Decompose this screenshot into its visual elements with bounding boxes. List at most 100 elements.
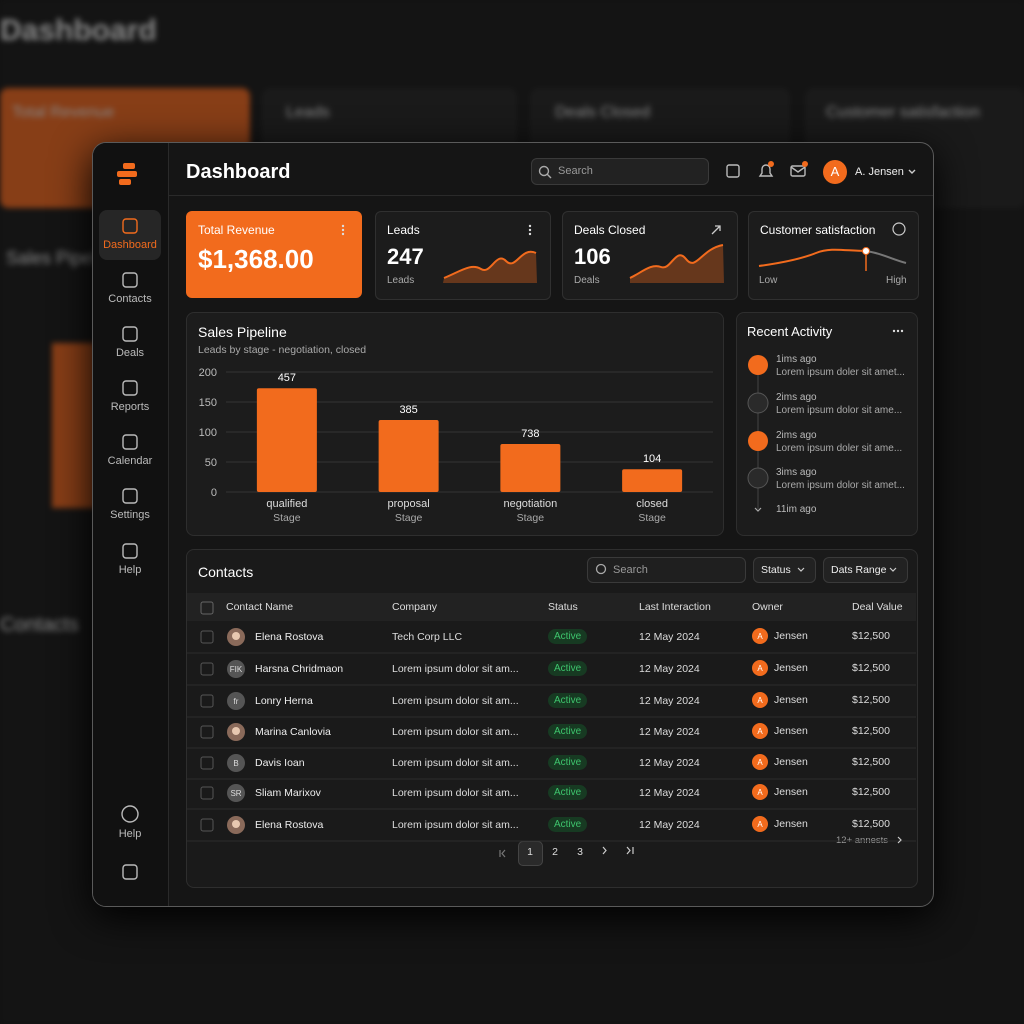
contact-name: Marina Canlovia [255,726,331,738]
filter-label: Dats Range [831,564,887,576]
kpi-value: 106 [574,244,611,269]
header-divider [168,195,933,196]
column-header: Contact Name [226,601,294,613]
nav-label[interactable]: Reports [110,401,150,413]
page-number[interactable]: 1 [527,846,533,858]
activity-time: 11im ago [776,504,817,515]
company: Lorem ipsum dolor sit am... [392,663,519,675]
contact-name: Sliam Marixov [255,787,321,799]
kpi-title: Leads [387,223,420,237]
nav-label[interactable]: Dashboard [103,239,157,251]
logo [117,163,137,185]
activity-text: Lorem ipsum doler sit amet... [776,367,905,378]
gauge-low: Low [759,275,778,286]
company: Tech Corp LLC [392,631,463,643]
column-header: Deal Value [852,601,903,613]
company: Lorem ipsum dolor sit am... [392,787,519,799]
last-interaction: 12 May 2024 [639,726,700,738]
deal-value: $12,500 [852,818,890,830]
gauge-high: High [886,275,907,286]
activity-time: 2ims ago [776,430,817,441]
last-interaction: 12 May 2024 [639,631,700,643]
kpi-card [186,211,362,298]
column-header: Company [392,601,437,613]
company: Lorem ipsum dolor sit am... [392,726,519,738]
filter-button[interactable] [753,557,816,583]
dashboard-window: Dashboard Search A A. Jensen Dashboard Co… [92,142,934,907]
user-name[interactable]: A. Jensen [855,166,904,178]
table-footer: 12+ annests [836,835,889,846]
bg-card-title: Deals Closed [555,104,651,121]
page-number[interactable]: 2 [552,846,558,858]
nav-label[interactable]: Calendar [107,455,153,467]
owner: Jensen [774,725,808,737]
bg-card-title: Total Revenue [12,104,115,121]
column-header: Status [548,601,578,613]
company: Lorem ipsum dolor sit am... [392,819,519,831]
contact-name: Elena Rostova [255,819,324,831]
page-title: Dashboard [186,161,291,183]
kpi-caption: Leads [387,275,415,286]
company: Lorem ipsum dolor sit am... [392,757,519,769]
activity-text: Lorem ipsum doler sit ame... [776,443,903,454]
bg-title: Dashboard [0,14,157,47]
nav-label[interactable]: Deals [115,347,145,359]
table-header [187,593,916,621]
contacts-search[interactable] [587,557,746,583]
search-placeholder: Search [613,564,648,576]
contact-name: Davis Ioan [255,757,305,769]
company: Lorem ipsum dolor sit am... [392,695,519,707]
deal-value: $12,500 [852,725,890,737]
last-interaction: 12 May 2024 [639,757,700,769]
page-number[interactable]: 3 [577,846,583,858]
search-box[interactable] [531,158,709,185]
bg-card-title: Leads [286,104,330,121]
status-badge: Active [548,661,588,676]
owner: Jensen [774,756,808,768]
deal-value: $12,500 [852,694,890,706]
kpi-title: Customer satisfaction [760,223,876,237]
activity-text: Lorem ipsum dolor sit amet... [776,480,905,491]
column-header: Owner [752,601,783,613]
deal-value: $12,500 [852,630,890,642]
activity-title: Recent Activity [747,324,833,339]
activity-time: 2ims ago [776,392,817,403]
page-current[interactable] [518,841,543,866]
user-avatar[interactable]: A [830,164,840,179]
contact-name: Harsna Chridmaon [255,663,344,675]
contact-name: Elena Rostova [255,631,324,643]
contacts-title: Contacts [198,564,254,580]
status-badge: Active [548,755,588,770]
bg-section-title: Sales Pipeline [6,248,121,268]
deal-value: $12,500 [852,786,890,798]
nav-label[interactable]: Settings [110,509,150,521]
status-badge: Active [548,629,588,644]
last-interaction: 12 May 2024 [639,663,700,675]
status-badge: Active [548,817,588,832]
last-interaction: 12 May 2024 [639,819,700,831]
bg-bar [52,343,96,508]
activity-text: Lorem ipsum dolor sit ame... [776,405,903,416]
owner: Jensen [774,630,808,642]
owner: Jensen [774,694,808,706]
nav-label[interactable]: Help [118,828,142,840]
contact-name: Lonry Herna [255,695,313,707]
nav-label[interactable]: Help [118,564,142,576]
chart-subtitle: Leads by stage - negotiation, closed [198,344,367,356]
owner: Jensen [774,818,808,830]
status-badge: Active [548,724,588,739]
nav-label[interactable]: Contacts [108,293,152,305]
status-badge: Active [548,693,588,708]
last-interaction: 12 May 2024 [639,695,700,707]
nav-active [99,210,161,260]
bg-card-title: Customer satisfaction [826,104,980,121]
owner: Jensen [774,786,808,798]
activity-time: 3ims ago [776,467,817,478]
activity-panel [736,312,918,536]
kpi-value: 247 [387,244,424,269]
column-header: Last Interaction [639,601,711,613]
search-placeholder: Search [558,165,593,177]
kpi-title: Total Revenue [198,223,275,237]
last-interaction: 12 May 2024 [639,787,700,799]
